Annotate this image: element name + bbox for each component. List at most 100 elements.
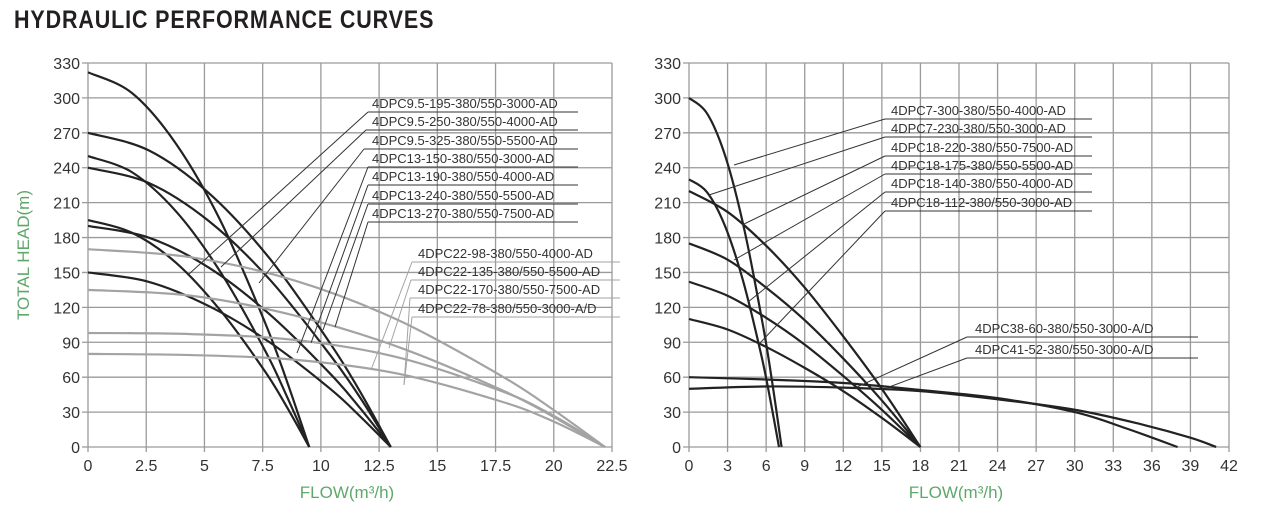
x-axis-label: FLOW(m³/h) bbox=[300, 483, 394, 502]
x-tick-label: 7.5 bbox=[252, 458, 274, 475]
x-tick-label: 18 bbox=[912, 458, 930, 475]
series-curve bbox=[688, 317, 922, 448]
y-axis-label: TOTAL HEAD(m) bbox=[14, 190, 33, 320]
series-curve bbox=[87, 288, 606, 448]
leader-line bbox=[310, 184, 369, 344]
x-tick-label: 0 bbox=[84, 458, 93, 475]
series-curve bbox=[688, 376, 1178, 449]
leader-line bbox=[258, 148, 365, 284]
leader-line bbox=[708, 136, 886, 196]
series-label: 4DPC22-98-380/550-4000-AD bbox=[418, 246, 593, 261]
x-tick-label: 12 bbox=[834, 458, 852, 475]
x-tick-label: 33 bbox=[1104, 458, 1122, 475]
y-tick-label: 90 bbox=[663, 335, 681, 352]
x-tick-label: 3 bbox=[723, 458, 732, 475]
series-label: 4DPC41-52-380/550-3000-A/D bbox=[975, 342, 1154, 357]
leader-line bbox=[888, 357, 968, 388]
y-tick-label: 150 bbox=[53, 265, 80, 282]
series-curve bbox=[688, 280, 922, 448]
x-tick-label: 5 bbox=[200, 458, 209, 475]
y-tick-label: 90 bbox=[62, 335, 80, 352]
leader-line bbox=[334, 221, 369, 328]
leader-line bbox=[741, 155, 886, 226]
x-tick-label: 15 bbox=[873, 458, 891, 475]
y-tick-label: 210 bbox=[654, 196, 681, 213]
x-tick-label: 22.5 bbox=[596, 458, 627, 475]
y-tick-label: 270 bbox=[654, 126, 681, 143]
series-curve bbox=[688, 97, 783, 448]
leader-line bbox=[388, 279, 412, 349]
series-label: 4DPC18-220-380/550-7500-AD bbox=[891, 140, 1073, 155]
series-label: 4DPC18-140-380/550-4000-AD bbox=[891, 176, 1073, 191]
y-tick-label: 0 bbox=[672, 440, 681, 457]
series-label: 4DPC13-240-380/550-5500-AD bbox=[372, 188, 554, 203]
series-label: 4DPC22-78-380/550-3000-A/D bbox=[418, 301, 597, 316]
y-tick-label: 60 bbox=[663, 370, 681, 387]
series-curve bbox=[87, 155, 311, 448]
series-label: 4DPC7-300-380/550-4000-AD bbox=[891, 103, 1066, 118]
y-tick-label: 30 bbox=[663, 405, 681, 422]
series-label: 4DPC18-175-380/550-5500-AD bbox=[891, 158, 1073, 173]
y-tick-label: 180 bbox=[654, 231, 681, 248]
chart-2: 0 3 6 9 12 15 18 21 24 27 30 33 36 39 4203060901201501… bbox=[654, 56, 1238, 502]
y-tick-label: 180 bbox=[53, 231, 80, 248]
series-label: 4DPC13-270-380/550-7500-AD bbox=[372, 206, 554, 221]
x-tick-label: 21 bbox=[950, 458, 968, 475]
leader-line bbox=[733, 118, 886, 166]
y-tick-label: 240 bbox=[654, 161, 681, 178]
y-tick-label: 0 bbox=[71, 440, 80, 457]
series-label: 4DPC18-112-380/550-3000-AD bbox=[891, 195, 1072, 210]
x-tick-label: 6 bbox=[762, 458, 771, 475]
leader-line bbox=[296, 166, 369, 354]
x-tick-label: 10 bbox=[312, 458, 330, 475]
series-label: 4DPC9.5-195-380/550-3000-AD bbox=[372, 96, 558, 111]
series-curve bbox=[87, 248, 606, 448]
series-label: 4DPC9.5-325-380/550-5500-AD bbox=[372, 133, 558, 148]
x-tick-label: 17.5 bbox=[480, 458, 511, 475]
x-tick-label: 2.5 bbox=[135, 458, 157, 475]
y-tick-label: 210 bbox=[53, 196, 80, 213]
y-tick-label: 30 bbox=[62, 405, 80, 422]
x-tick-label: 0 bbox=[685, 458, 694, 475]
leader-line bbox=[403, 316, 413, 386]
y-tick-label: 270 bbox=[53, 126, 80, 143]
series-curve bbox=[688, 385, 1217, 449]
leader-line bbox=[188, 111, 369, 275]
series-curve bbox=[688, 178, 781, 448]
leader-line bbox=[370, 261, 413, 371]
y-tick-label: 330 bbox=[654, 56, 681, 73]
series-label: 4DPC7-230-380/550-3000-AD bbox=[891, 121, 1066, 136]
x-tick-label: 42 bbox=[1220, 458, 1238, 475]
x-tick-label: 9 bbox=[800, 458, 809, 475]
x-tick-label: 39 bbox=[1182, 458, 1200, 475]
y-tick-label: 300 bbox=[53, 91, 80, 108]
leader-line bbox=[322, 203, 369, 331]
x-tick-label: 12.5 bbox=[364, 458, 395, 475]
y-tick-label: 300 bbox=[654, 91, 681, 108]
y-tick-label: 120 bbox=[53, 300, 80, 317]
series-label: 4DPC22-135-380/550-5500-AD bbox=[418, 264, 600, 279]
page-title: HYDRAULIC PERFORMANCE CURVES bbox=[14, 6, 435, 34]
series-label: 4DPC38-60-380/550-3000-A/D bbox=[975, 321, 1154, 336]
series-label: 4DPC13-150-380/550-3000-AD bbox=[372, 151, 554, 166]
y-tick-label: 120 bbox=[654, 300, 681, 317]
leader-line bbox=[759, 210, 886, 344]
x-tick-label: 27 bbox=[1027, 458, 1045, 475]
leader-line bbox=[733, 173, 886, 261]
series-curve bbox=[87, 71, 311, 448]
series-curve bbox=[87, 166, 392, 448]
y-tick-label: 240 bbox=[53, 161, 80, 178]
y-tick-label: 60 bbox=[62, 370, 80, 387]
series-label: 4DPC22-170-380/550-7500-AD bbox=[418, 282, 600, 297]
x-tick-label: 36 bbox=[1143, 458, 1161, 475]
series-curve bbox=[87, 331, 606, 448]
series-curve bbox=[87, 224, 392, 448]
chart-1: 0 2.5 5 7.5 10 12.5 15 17.5 20 22.5 0 30 60 90 120 150 1… bbox=[14, 56, 628, 502]
y-tick-label: 330 bbox=[53, 56, 80, 73]
y-tick-label: 150 bbox=[654, 265, 681, 282]
x-tick-label: 24 bbox=[989, 458, 1007, 475]
series-curve bbox=[87, 131, 392, 448]
series-curve bbox=[87, 271, 392, 448]
leader-line bbox=[856, 336, 968, 388]
